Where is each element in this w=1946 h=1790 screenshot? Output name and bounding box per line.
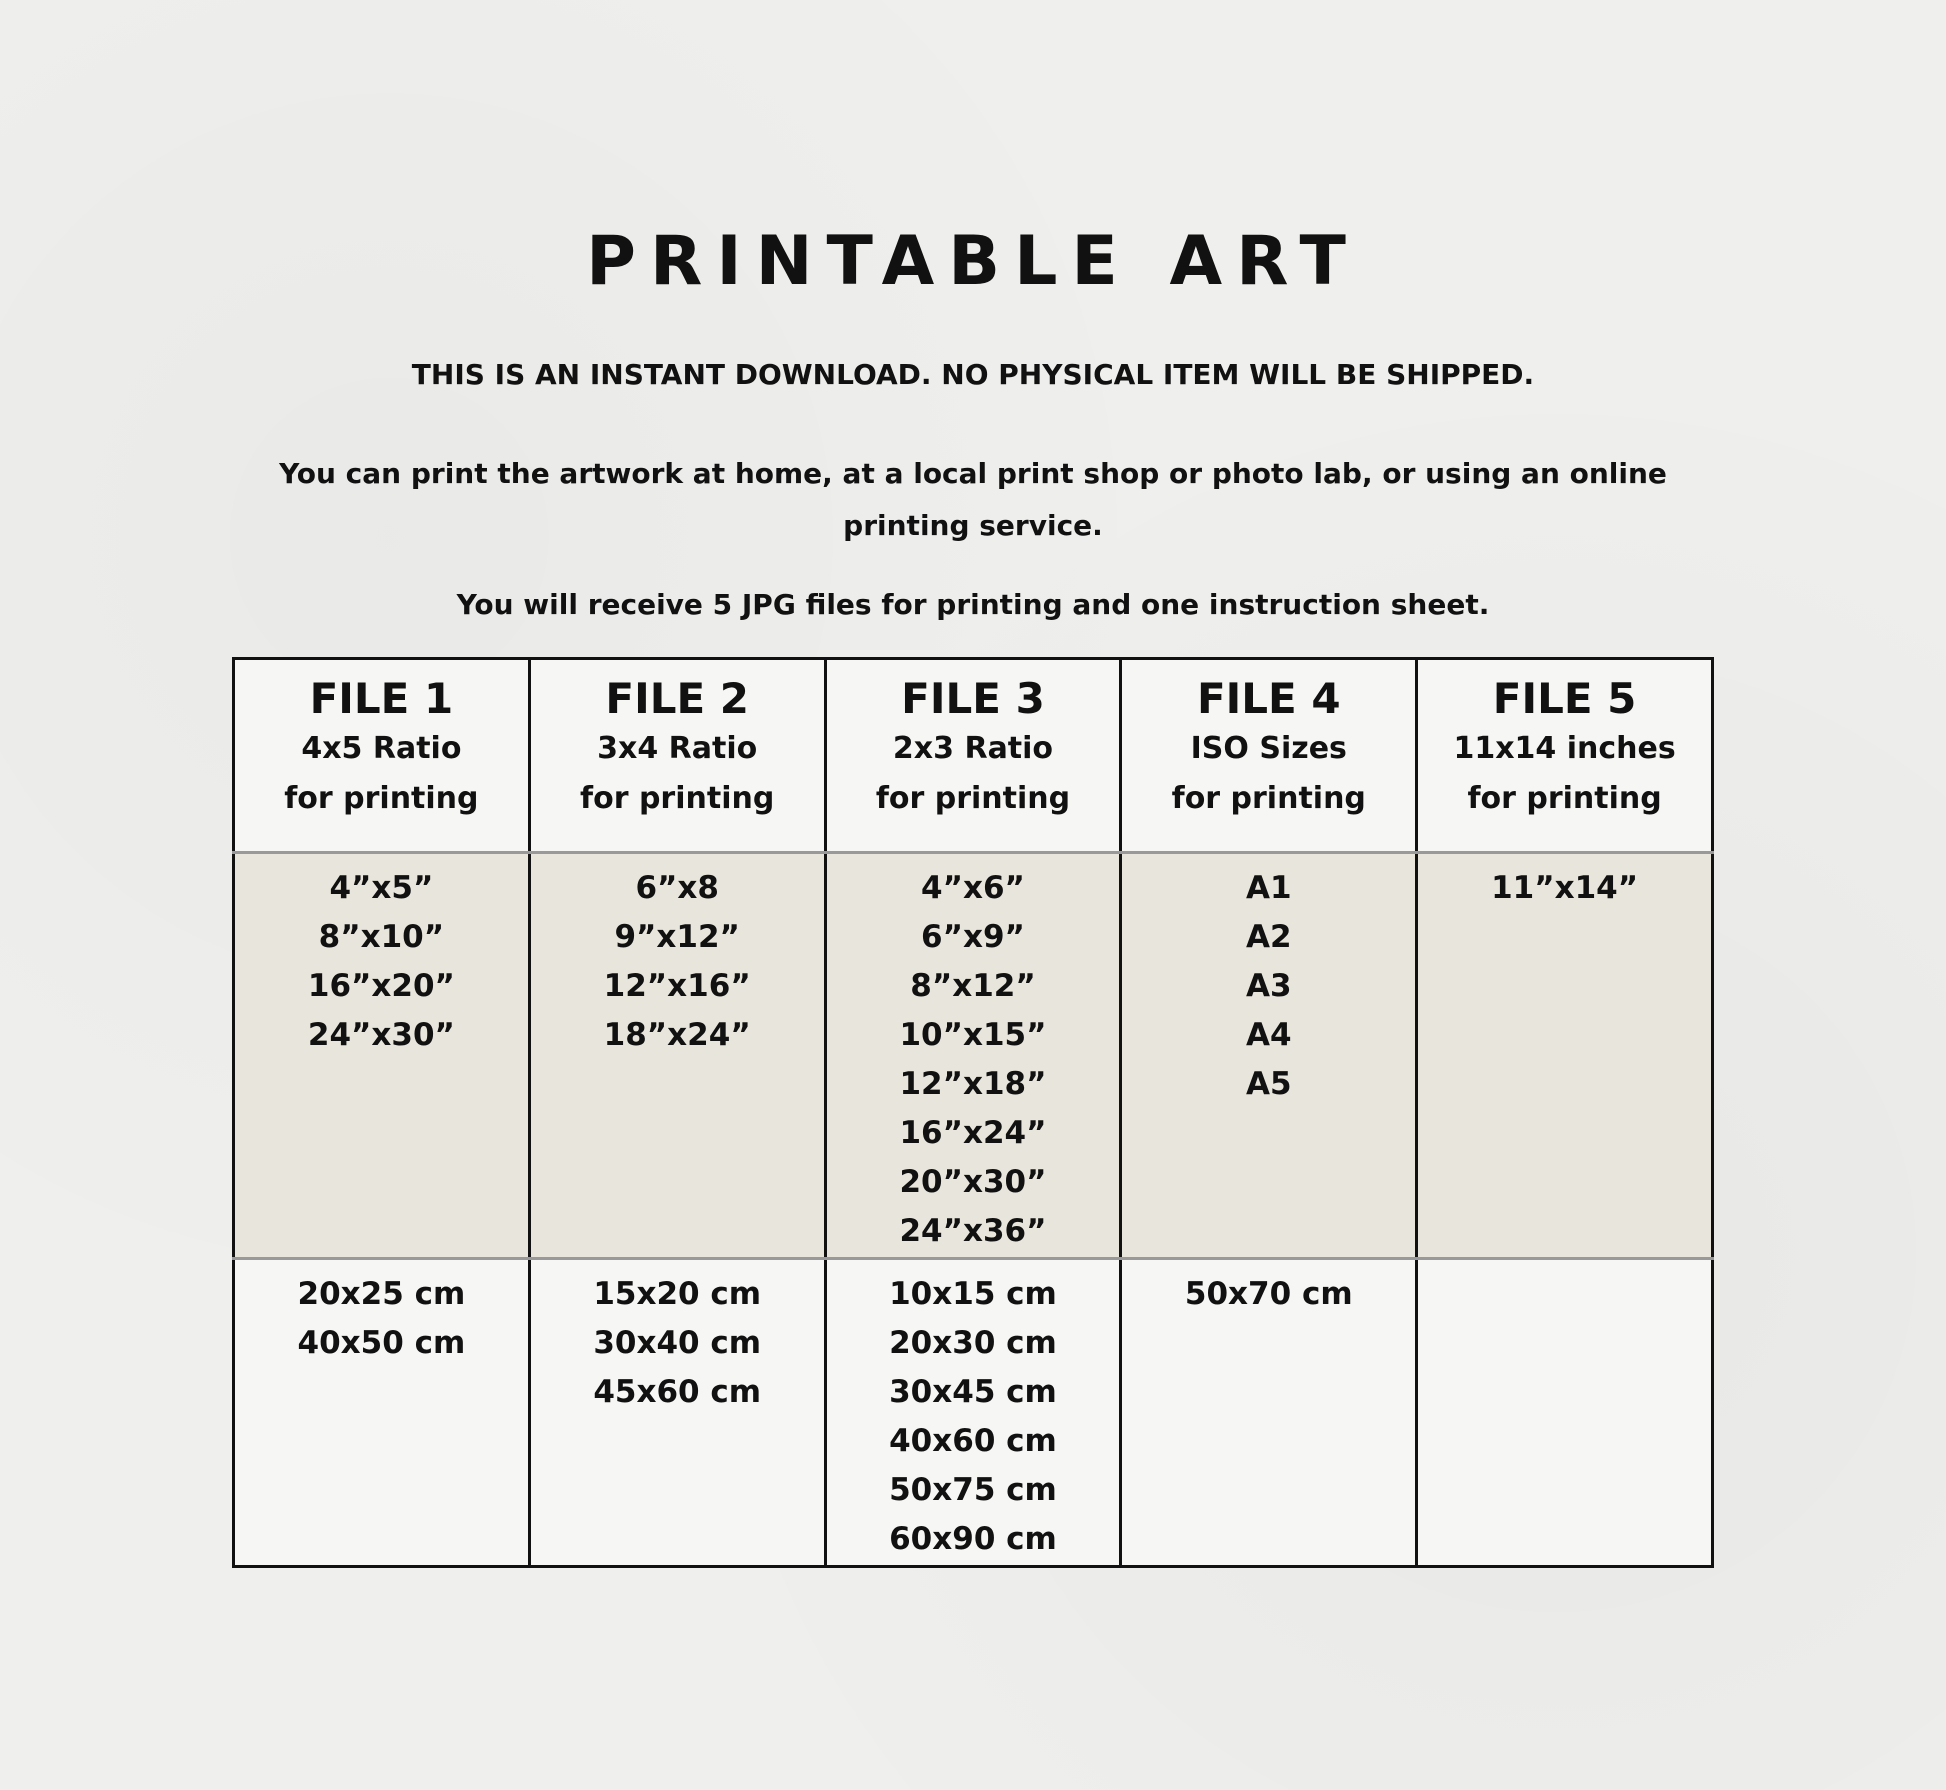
inch-size: A2: [1246, 919, 1292, 955]
file-ratio: 3x4 Ratio: [597, 731, 758, 766]
inch-sizes-cell: 6”x8 9”x12” 12”x16” 18”x24”: [527, 852, 827, 1260]
cm-size: 40x50 cm: [297, 1325, 466, 1361]
inch-sizes-cell: A1 A2 A3 A4 A5: [1119, 852, 1419, 1260]
file-name: FILE 5: [1492, 674, 1637, 723]
inch-size: A3: [1246, 968, 1292, 1004]
file-purpose: for printing: [284, 781, 479, 816]
file-ratio: 11x14 inches: [1453, 731, 1676, 766]
cm-sizes-cell: 50x70 cm: [1119, 1258, 1419, 1567]
file-ratio: ISO Sizes: [1190, 731, 1347, 766]
inch-size: 18”x24”: [603, 1017, 751, 1053]
inch-size: 12”x18”: [899, 1066, 1047, 1102]
cm-size: 50x75 cm: [889, 1472, 1057, 1508]
file-purpose: for printing: [1171, 781, 1366, 816]
inch-size: 11”x14”: [1491, 870, 1639, 906]
inch-size: A5: [1246, 1066, 1292, 1102]
file-header-cell: FILE 2 3x4 Ratio for printing: [527, 658, 827, 854]
file-ratio: 2x3 Ratio: [892, 731, 1054, 766]
cm-sizes-cell: 20x25 cm 40x50 cm: [232, 1258, 531, 1567]
cm-size: 60x90 cm: [889, 1521, 1057, 1557]
cm-sizes-cell: [1415, 1258, 1714, 1567]
file-name: FILE 2: [605, 674, 749, 723]
cm-sizes-cell: 10x15 cm 20x30 cm 30x45 cm 40x60 cm 50x75 cm…: [823, 1258, 1123, 1567]
inch-size: 16”x24”: [899, 1115, 1047, 1151]
inch-size: 8”x10”: [318, 919, 445, 955]
file-header-cell: FILE 1 4x5 Ratio for printing: [232, 658, 531, 854]
inch-size: 24”x36”: [899, 1213, 1047, 1249]
inch-sizes-cell: 4”x5” 8”x10” 16”x20” 24”x30”: [232, 852, 531, 1260]
file-purpose: for printing: [1467, 781, 1662, 816]
cm-size: 30x40 cm: [593, 1325, 762, 1361]
cm-size: 15x20 cm: [593, 1276, 762, 1312]
file-name: FILE 1: [309, 674, 454, 723]
cm-size: 20x25 cm: [297, 1276, 466, 1312]
receive-info: You will receive 5 JPG files for printin…: [456, 588, 1490, 621]
cm-size: 10x15 cm: [889, 1276, 1057, 1312]
inch-size: 8”x12”: [910, 968, 1036, 1004]
cm-sizes-row: 20x25 cm 40x50 cm 15x20 cm 30x40 cm 45x60 cm…: [232, 1258, 1714, 1567]
inch-size: 6”x9”: [921, 919, 1025, 955]
inch-size: 4”x6”: [921, 870, 1025, 906]
inch-size: 9”x12”: [614, 919, 740, 955]
file-ratio: 4x5 Ratio: [301, 731, 462, 766]
inch-size: 6”x8: [635, 870, 719, 906]
file-name: FILE 4: [1196, 674, 1341, 723]
inch-size: 16”x20”: [307, 968, 455, 1004]
inch-sizes-cell: 11”x14”: [1415, 852, 1714, 1260]
inch-size: 12”x16”: [603, 968, 751, 1004]
inch-size: A4: [1246, 1017, 1292, 1053]
inch-sizes-cell: 4”x6” 6”x9” 8”x12” 10”x15” 12”x18” 16”x24” 20”…: [823, 852, 1123, 1260]
cm-size: 50x70 cm: [1184, 1276, 1353, 1312]
inch-size: A1: [1246, 870, 1292, 906]
inch-size: 4”x5”: [329, 870, 434, 906]
file-header-cell: FILE 4 ISO Sizes for printing: [1119, 658, 1419, 854]
file-sizes-table: FILE 1 4x5 Ratio for printing FILE 2 3x4 Rat…: [232, 657, 1714, 1568]
page-title: PRINTABLE ART: [586, 222, 1360, 301]
cm-size: 20x30 cm: [889, 1325, 1057, 1361]
cm-size: 30x45 cm: [889, 1374, 1057, 1410]
inch-size: 24”x30”: [307, 1017, 455, 1053]
file-name: FILE 3: [901, 674, 1045, 723]
inch-size: 20”x30”: [899, 1164, 1047, 1200]
cm-sizes-cell: 15x20 cm 30x40 cm 45x60 cm: [527, 1258, 827, 1567]
file-header-cell: FILE 3 2x3 Ratio for printing: [823, 658, 1123, 854]
inch-size: 10”x15”: [899, 1017, 1047, 1053]
header-row: FILE 1 4x5 Ratio for printing FILE 2 3x4 Rat…: [232, 658, 1714, 854]
download-notice: THIS IS AN INSTANT DOWNLOAD. NO PHYSICAL…: [411, 358, 1535, 391]
file-header-cell: FILE 5 11x14 inches for printing: [1415, 658, 1714, 854]
cm-size: 40x60 cm: [889, 1423, 1057, 1459]
print-info: You can print the artwork at home, at a …: [279, 457, 1667, 542]
file-purpose: for printing: [580, 781, 775, 816]
cm-size: 45x60 cm: [593, 1374, 762, 1410]
file-purpose: for printing: [875, 781, 1071, 816]
inch-sizes-row: 4”x5” 8”x10” 16”x20” 24”x30” 6”x8 9”x12” 12”x1…: [232, 852, 1714, 1260]
